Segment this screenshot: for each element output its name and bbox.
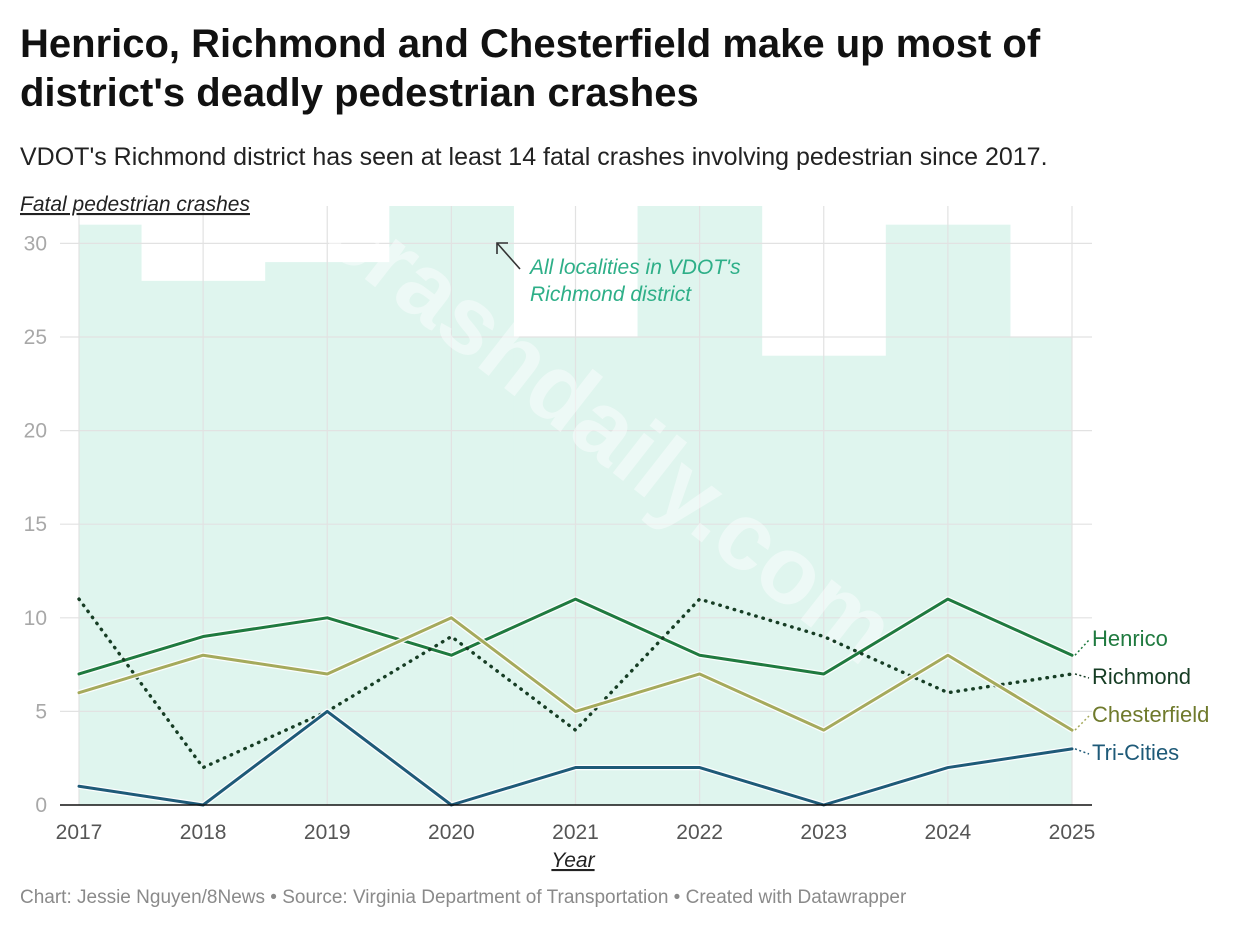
- label-leader-richmond: [1074, 673, 1090, 679]
- series-line-tri-cities: [77, 709, 1074, 807]
- series-line-henrico: [77, 597, 1074, 676]
- series-layer: [77, 596, 1074, 808]
- x-tick-label-2020: 2020: [428, 821, 475, 844]
- y-tick-label-30: 30: [24, 232, 47, 255]
- series-label-richmond: Richmond: [1092, 664, 1191, 689]
- y-tick-label-20: 20: [24, 420, 47, 443]
- label-leader-chesterfield: [1074, 715, 1090, 731]
- annotation-arrow-shaft: [496, 242, 521, 270]
- x-tick-label-2021: 2021: [552, 821, 599, 844]
- y-tick-label-10: 10: [24, 607, 47, 630]
- x-tick-label-2024: 2024: [925, 821, 972, 844]
- series-label-henrico: Henrico: [1092, 626, 1168, 651]
- area-annotation-line-1: All localities in VDOT's: [528, 256, 741, 279]
- area-step-2025: [1009, 337, 1073, 805]
- series-label-chesterfield: Chesterfield: [1092, 702, 1209, 727]
- x-tick-label-2017: 2017: [56, 821, 103, 844]
- label-layer: Fatal pedestrian crashes Year: [20, 193, 596, 872]
- area-step-2017: [79, 224, 142, 805]
- series-label-tri-cities: Tri-Cities: [1092, 740, 1179, 765]
- x-tick-label-2019: 2019: [304, 821, 351, 844]
- x-tick-label-2022: 2022: [676, 821, 723, 844]
- y-tick-label-5: 5: [35, 700, 47, 723]
- area-annotation-line-2: Richmond district: [530, 283, 692, 306]
- area-annotation-text: All localities in VDOT's Richmond distric…: [528, 256, 741, 306]
- series-line-richmond: [77, 597, 1074, 770]
- label-leader-tri-cities: [1074, 748, 1090, 755]
- y-tick-label-0: 0: [35, 794, 47, 817]
- x-axis-label: Year: [551, 849, 595, 872]
- chart-footer: Chart: Jessie Nguyen/8News • Source: Vir…: [20, 887, 907, 908]
- annotation-arrow-head: [496, 242, 508, 254]
- chart-subtitle: VDOT's Richmond district has seen at lea…: [20, 143, 1048, 171]
- x-tick-label-2025: 2025: [1049, 821, 1096, 844]
- x-tick-label-2023: 2023: [800, 821, 847, 844]
- x-tick-label-2018: 2018: [180, 821, 227, 844]
- y-axis-label: Fatal pedestrian crashes: [20, 193, 250, 216]
- series-line-chesterfield: [77, 616, 1074, 732]
- label-leader-henrico: [1074, 639, 1090, 656]
- y-tick-label-15: 15: [24, 513, 47, 536]
- annotation-layer: Henrico Richmond Chesterfield Tri-Cities All…: [496, 242, 1209, 765]
- chart-title: Henrico, Richmond and Chesterfield make …: [20, 22, 1041, 115]
- y-tick-label-25: 25: [24, 326, 47, 349]
